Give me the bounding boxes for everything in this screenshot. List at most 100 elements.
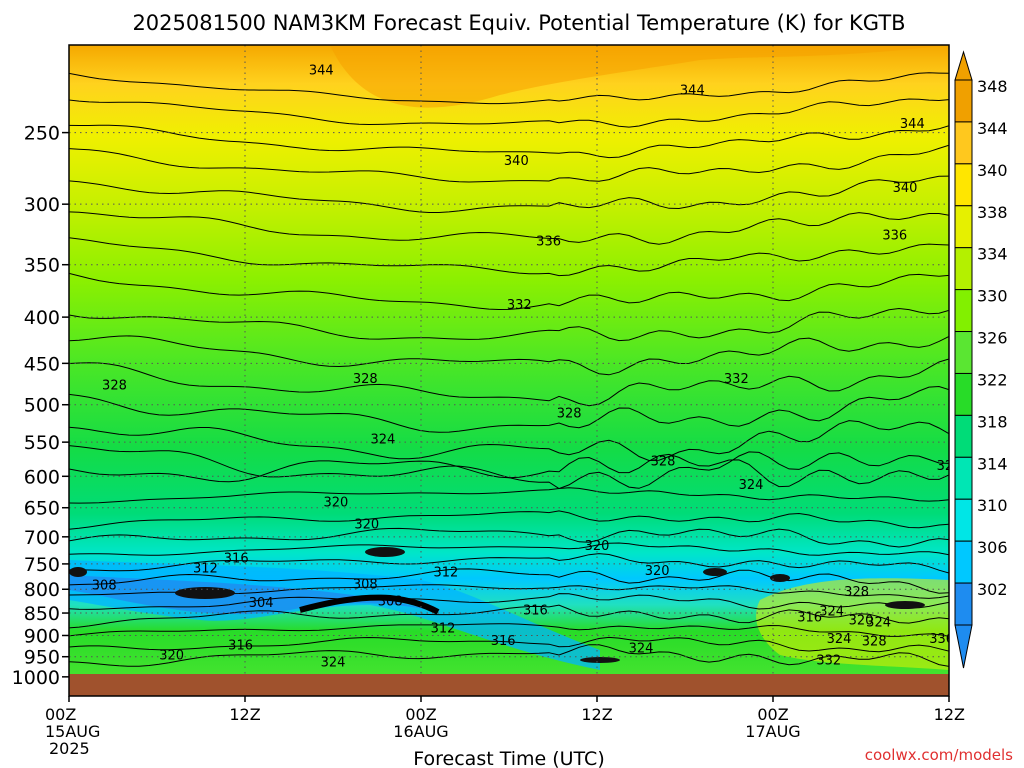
y-tick-label-800: 800 <box>24 579 60 601</box>
x-axis-label: Forecast Time (UTC) <box>413 748 604 768</box>
colorbar-label-302: 302 <box>977 580 1008 599</box>
contour-label-36: 312 <box>431 622 456 637</box>
colorbar-swatch-6 <box>954 331 973 374</box>
colorbar-bottom-arrow <box>954 624 973 669</box>
colorbar-label-334: 334 <box>977 245 1008 264</box>
contour-label-32: 324 <box>866 615 891 630</box>
colorbar-swatch-8 <box>954 414 973 458</box>
contour-label-22: 312 <box>434 566 459 581</box>
contour-line-1 <box>69 98 949 128</box>
contour-line-17 <box>69 527 949 548</box>
chart-title: 2025081500 NAM3KM Forecast Equiv. Potent… <box>132 11 905 35</box>
colorbar-swatch-10 <box>954 498 973 542</box>
colorbar-label-344: 344 <box>977 119 1008 138</box>
y-tick-label-550: 550 <box>24 432 60 454</box>
contour-label-21: 312 <box>193 562 218 577</box>
contour-line-9 <box>69 335 949 376</box>
colorbar-swatch-11 <box>954 540 973 584</box>
colorbar-swatch-9 <box>954 456 973 500</box>
contour-label-13: 324 <box>370 433 395 448</box>
contour-line-8 <box>69 307 949 342</box>
contour-line-14 <box>69 453 949 488</box>
y-tick-label-350: 350 <box>24 255 60 277</box>
contour-line-18 <box>69 542 949 556</box>
contour-label-6: 336 <box>882 228 907 243</box>
y-tick-label-900: 900 <box>24 625 60 647</box>
colorbar-label-338: 338 <box>977 203 1008 222</box>
contour-label-14: 324 <box>739 478 764 493</box>
contour-label-41: 324 <box>629 642 654 657</box>
contour-line-10 <box>69 358 949 407</box>
y-tick-label-600: 600 <box>24 466 60 488</box>
contour-line-2 <box>69 124 949 159</box>
contour-label-40: 324 <box>321 656 346 671</box>
contour-label-28: 316 <box>797 611 822 626</box>
contour-label-3: 340 <box>504 154 529 169</box>
colorbar-label-314: 314 <box>977 454 1008 473</box>
contour-label-38: 316 <box>228 639 253 654</box>
y-tick-label-950: 950 <box>24 647 60 669</box>
terrain-below-ground <box>69 674 949 696</box>
y-tick-label-750: 750 <box>24 554 60 576</box>
x-tick-date-0: 15AUG <box>45 722 100 741</box>
x-tick-label-12: 12Z <box>229 705 260 724</box>
cold-front-edge <box>299 594 440 615</box>
cold-core <box>69 575 430 615</box>
contour-line-24 <box>69 623 949 637</box>
contour-line-26 <box>69 644 949 667</box>
grid-lines <box>69 45 949 696</box>
colorbar: 348 344 340 338 334 330 326 322 318 314 310 306 302 <box>954 50 1008 669</box>
contour-label-42: 332 <box>816 654 841 669</box>
colorbar-swatch-12 <box>954 582 973 626</box>
colorbar-label-326: 326 <box>977 329 1008 348</box>
contour-line-20 <box>69 568 949 594</box>
colorbar-label-322: 322 <box>977 370 1008 389</box>
contour-label-33: 324 <box>827 632 852 647</box>
contour-label-1: 344 <box>680 83 705 98</box>
contour-label-26: 304 <box>249 596 274 611</box>
contour-label-0: 344 <box>309 64 334 79</box>
contour-line-6 <box>69 237 949 277</box>
x-tick-date-24: 16AUG <box>393 722 448 741</box>
contour-label-10: 328 <box>353 372 378 387</box>
contour-label-20: 316 <box>224 552 249 567</box>
y-tick-label-500: 500 <box>24 395 60 417</box>
colorbar-swatch-3 <box>954 205 973 249</box>
x-tick-label-0: 00Z <box>45 705 76 724</box>
contour-line-3 <box>69 144 949 183</box>
plot-frame <box>68 44 950 697</box>
contour-label-16: 320 <box>324 496 349 511</box>
contour-label-35: 336 <box>929 632 954 647</box>
contour-label-39: 320 <box>159 649 184 664</box>
y-axis: 2503003504004505005506006507007508008509… <box>12 123 69 689</box>
contour-label-2: 344 <box>900 117 925 132</box>
contour-label-18: 320 <box>585 539 610 554</box>
colorbar-swatch-2 <box>954 163 973 207</box>
contour-label-24: 308 <box>353 577 378 592</box>
credit-link[interactable]: coolwx.com/models <box>865 746 1013 764</box>
y-tick-label-300: 300 <box>24 194 60 216</box>
contour-label-12: 328 <box>651 454 676 469</box>
contour-label-11: 328 <box>557 406 582 421</box>
y-tick-label-650: 650 <box>24 498 60 520</box>
contour-line-16 <box>69 510 949 530</box>
contour-label-7: 332 <box>507 298 532 313</box>
colorbar-top-arrow <box>954 50 973 81</box>
contour-line-25 <box>69 636 949 653</box>
contour-label-19: 320 <box>645 564 670 579</box>
contour-label-37: 316 <box>491 634 516 649</box>
colorbar-swatch-4 <box>954 247 973 291</box>
contour-label-30: 328 <box>844 585 869 600</box>
contour-label-8: 332 <box>724 372 749 387</box>
contour-label-25: 308 <box>378 594 403 609</box>
contour-label-15: 324 <box>937 459 962 474</box>
colorbar-label-330: 330 <box>977 287 1008 306</box>
x-tick-year-0: 2025 <box>49 739 90 758</box>
y-tick-label-250: 250 <box>24 123 60 145</box>
contour-label-29: 324 <box>819 605 844 620</box>
colorbar-swatch-1 <box>954 121 973 165</box>
warm-lobe <box>330 45 949 108</box>
